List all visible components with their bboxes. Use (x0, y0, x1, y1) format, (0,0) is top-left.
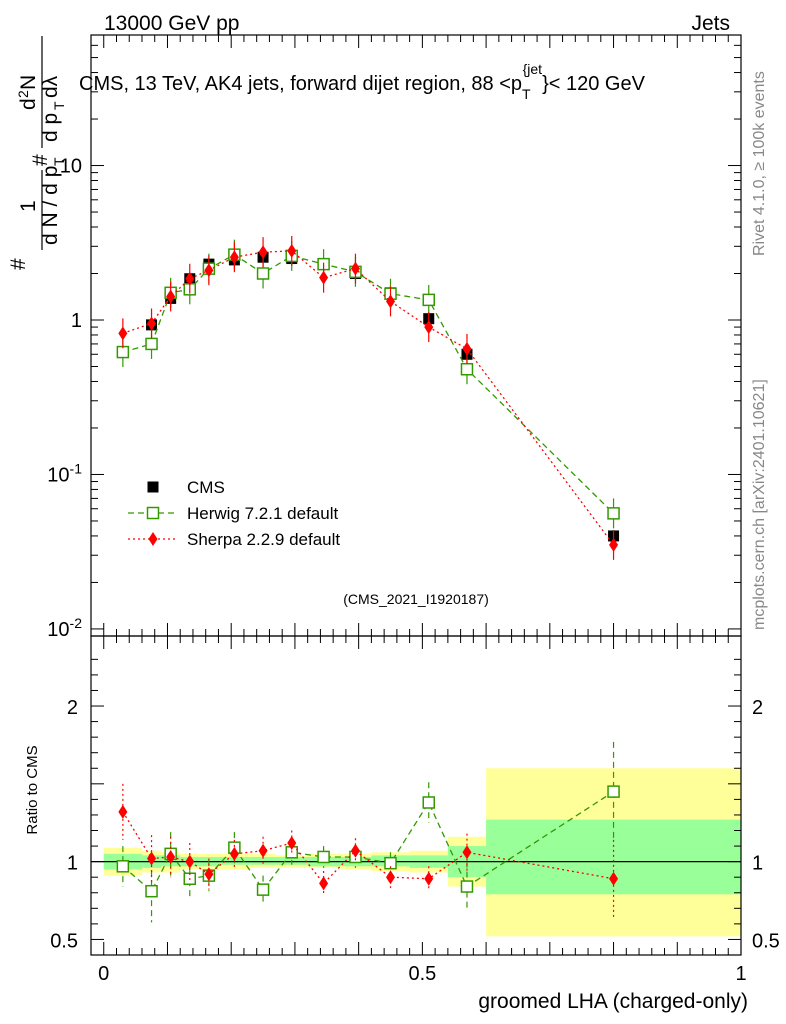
svg-text:T: T (51, 157, 67, 166)
axes: 10-2 10-1 1 10 0 0.5 1 0.5 0.5 1 1 2 2 (47, 34, 780, 985)
ratio-point-sherpa (424, 871, 434, 886)
x-tick-label: 0 (98, 963, 109, 985)
data-point-sherpa (147, 316, 157, 331)
y-tick-label: 10-2 (47, 615, 82, 641)
legend-marker (146, 506, 160, 520)
data-point-sherpa (462, 341, 472, 356)
svg-text:1: 1 (17, 200, 40, 212)
data-point-sherpa (319, 270, 329, 285)
ratio-y-axis-title: Ratio to CMS (24, 745, 41, 834)
data-point-sherpa (229, 250, 239, 265)
ratio-y-tick-label: 2 (67, 697, 78, 719)
ratio-point-sherpa (229, 846, 239, 861)
ratio-point-sherpa (386, 870, 396, 885)
data-point-herwig (460, 362, 474, 376)
svg-text:dλ: dλ (39, 75, 62, 98)
ratio-frame (90, 635, 742, 956)
rivet-version-label: Rivet 4.1.0, ≥ 100k events (751, 71, 768, 256)
svg-text:#: # (7, 258, 30, 270)
svg-text:d p: d p (39, 113, 62, 142)
data-point-sherpa (350, 261, 360, 276)
legend-label: Herwig 7.2.1 default (187, 504, 338, 523)
ratio-point-sherpa (147, 851, 157, 866)
ratio-y-tick-label: 2 (752, 697, 763, 719)
ratio-point-sherpa (204, 867, 214, 882)
ratio-point-herwig (422, 796, 435, 809)
svg-text:d: d (17, 98, 40, 110)
x-tick-label: 1 (735, 963, 746, 985)
data-point-herwig (607, 507, 620, 520)
ratio-point-herwig (116, 860, 130, 873)
y-tick-exponent: -1 (70, 460, 83, 476)
ratio-point-herwig (317, 850, 330, 864)
ratio-y-tick-label: 0.5 (50, 930, 78, 952)
series-line-sherpa (122, 250, 615, 546)
data-point-sherpa (185, 271, 195, 286)
legend-marker (147, 481, 159, 493)
ratio-point-sherpa (118, 804, 128, 819)
y-tick-label: 10-1 (47, 460, 82, 486)
data-point-sherpa (118, 326, 128, 341)
ratio-point-sherpa (258, 843, 268, 858)
data-point-sherpa (609, 537, 619, 552)
data-point-sherpa (258, 245, 268, 260)
legend: CMS Herwig 7.2.1 default Sherpa 2.2.9 defa… (128, 478, 340, 549)
ratio-y-tick-label: 0.5 (752, 930, 780, 952)
data-point-sherpa (386, 294, 396, 309)
ratio-y-tick-label: 1 (752, 853, 763, 875)
chart-title: CMS, 13 TeV, AK4 jets, forward dijet reg… (79, 61, 646, 102)
data-point-herwig (256, 267, 270, 280)
stat-band (250, 856, 276, 865)
ratio-point-herwig (607, 785, 620, 798)
category-label: Jets (691, 12, 730, 35)
legend-marker (148, 532, 158, 546)
svg-text:2: 2 (15, 90, 31, 98)
ratio-point-herwig (384, 856, 397, 870)
x-tick-label: 0.5 (408, 963, 436, 985)
svg-text:d N / d p: d N / d p (39, 166, 62, 245)
main-panel-series (116, 235, 620, 560)
energy-label: 13000 GeV pp (104, 12, 239, 35)
ratio-point-sherpa (166, 849, 176, 864)
svg-text:T: T (51, 101, 67, 110)
ratio-panel-series (116, 741, 620, 923)
ratio-point-sherpa (319, 876, 329, 891)
y-tick-exponent: -2 (70, 615, 83, 631)
ratio-point-herwig (460, 880, 474, 893)
legend-label: CMS (187, 478, 225, 497)
source-label: mcplots.cern.ch [arXiv:2401.10621] (751, 379, 768, 630)
legend-label: Sherpa 2.2.9 default (187, 530, 340, 549)
uncertainty-bands (103, 768, 741, 937)
series-line-herwig (122, 253, 615, 514)
data-point-sherpa (166, 289, 176, 304)
ratio-point-herwig (145, 884, 158, 898)
ratio-point-sherpa (462, 845, 472, 860)
svg-text:N: N (17, 75, 40, 90)
data-point-sherpa (204, 263, 214, 278)
ratio-point-sherpa (609, 871, 619, 886)
ratio-point-sherpa (350, 843, 360, 858)
main-y-axis-title: # 1 d N / d p T # d 2 N d p T dλ (7, 36, 67, 270)
y-tick-label: 1 (71, 310, 82, 332)
x-axis-title: groomed LHA (charged-only) (478, 990, 748, 1013)
data-point-sherpa (424, 320, 434, 335)
data-point-sherpa (287, 243, 297, 258)
y-tick-label: 10 (60, 156, 82, 178)
ratio-point-herwig (256, 883, 270, 896)
data-point-herwig (422, 293, 435, 307)
ratio-point-sherpa (185, 854, 195, 869)
ratio-point-sherpa (287, 835, 297, 850)
svg-text:#: # (29, 154, 52, 166)
analysis-tag: (CMS_2021_I1920187) (343, 591, 489, 607)
data-point-herwig (145, 337, 158, 351)
ratio-y-tick-label: 1 (67, 853, 78, 875)
ratio-line-sherpa (122, 811, 614, 885)
